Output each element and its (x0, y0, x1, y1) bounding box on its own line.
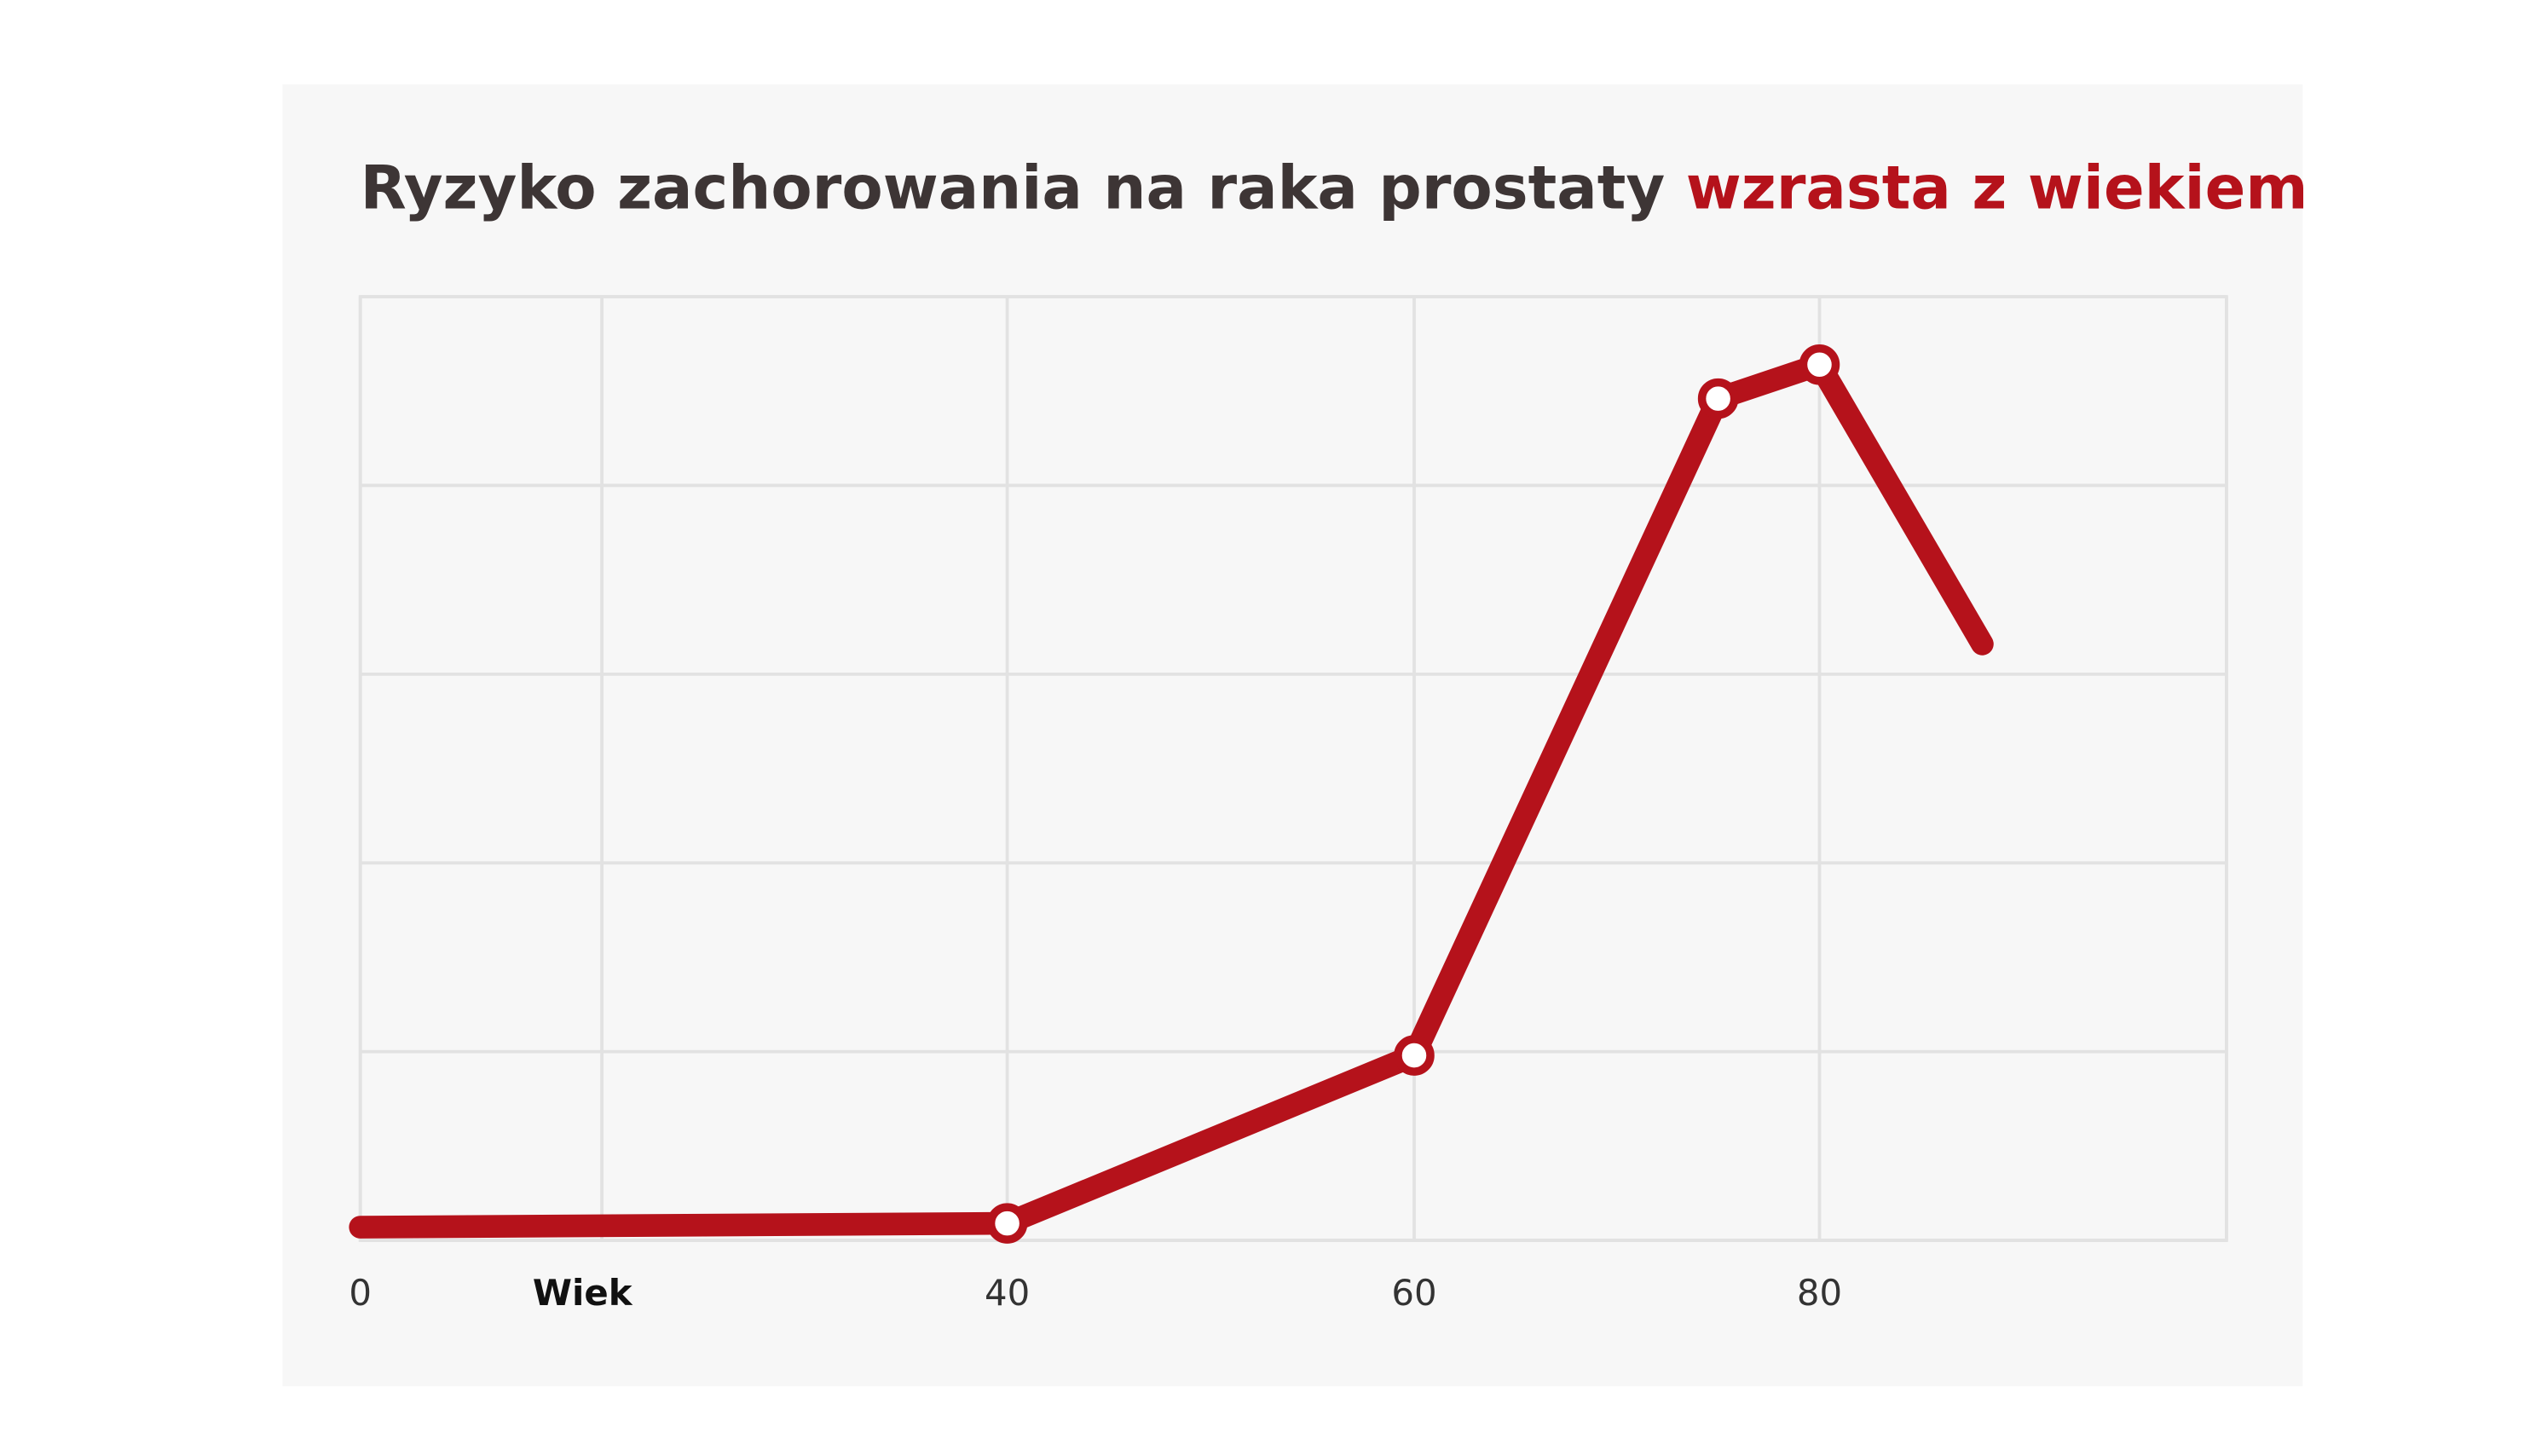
x-tick-label: 0 (349, 1272, 372, 1314)
title-highlight: wzrasta z wiekiem (1686, 153, 2308, 222)
chart-title: Ryzyko zachorowania na raka prostaty wzr… (361, 153, 2308, 222)
x-tick-label: 40 (985, 1272, 1030, 1314)
title-main: Ryzyko zachorowania na raka prostaty (361, 153, 1666, 222)
x-axis-label: Wiek (533, 1272, 633, 1314)
panel (282, 84, 2303, 1387)
x-tick-label: 80 (1797, 1272, 1842, 1314)
point (1394, 1035, 1435, 1076)
point (1697, 378, 1739, 419)
x-tick-label: 60 (1391, 1272, 1436, 1314)
point (986, 1203, 1028, 1244)
point (1799, 344, 1840, 385)
line (349, 353, 1994, 1239)
